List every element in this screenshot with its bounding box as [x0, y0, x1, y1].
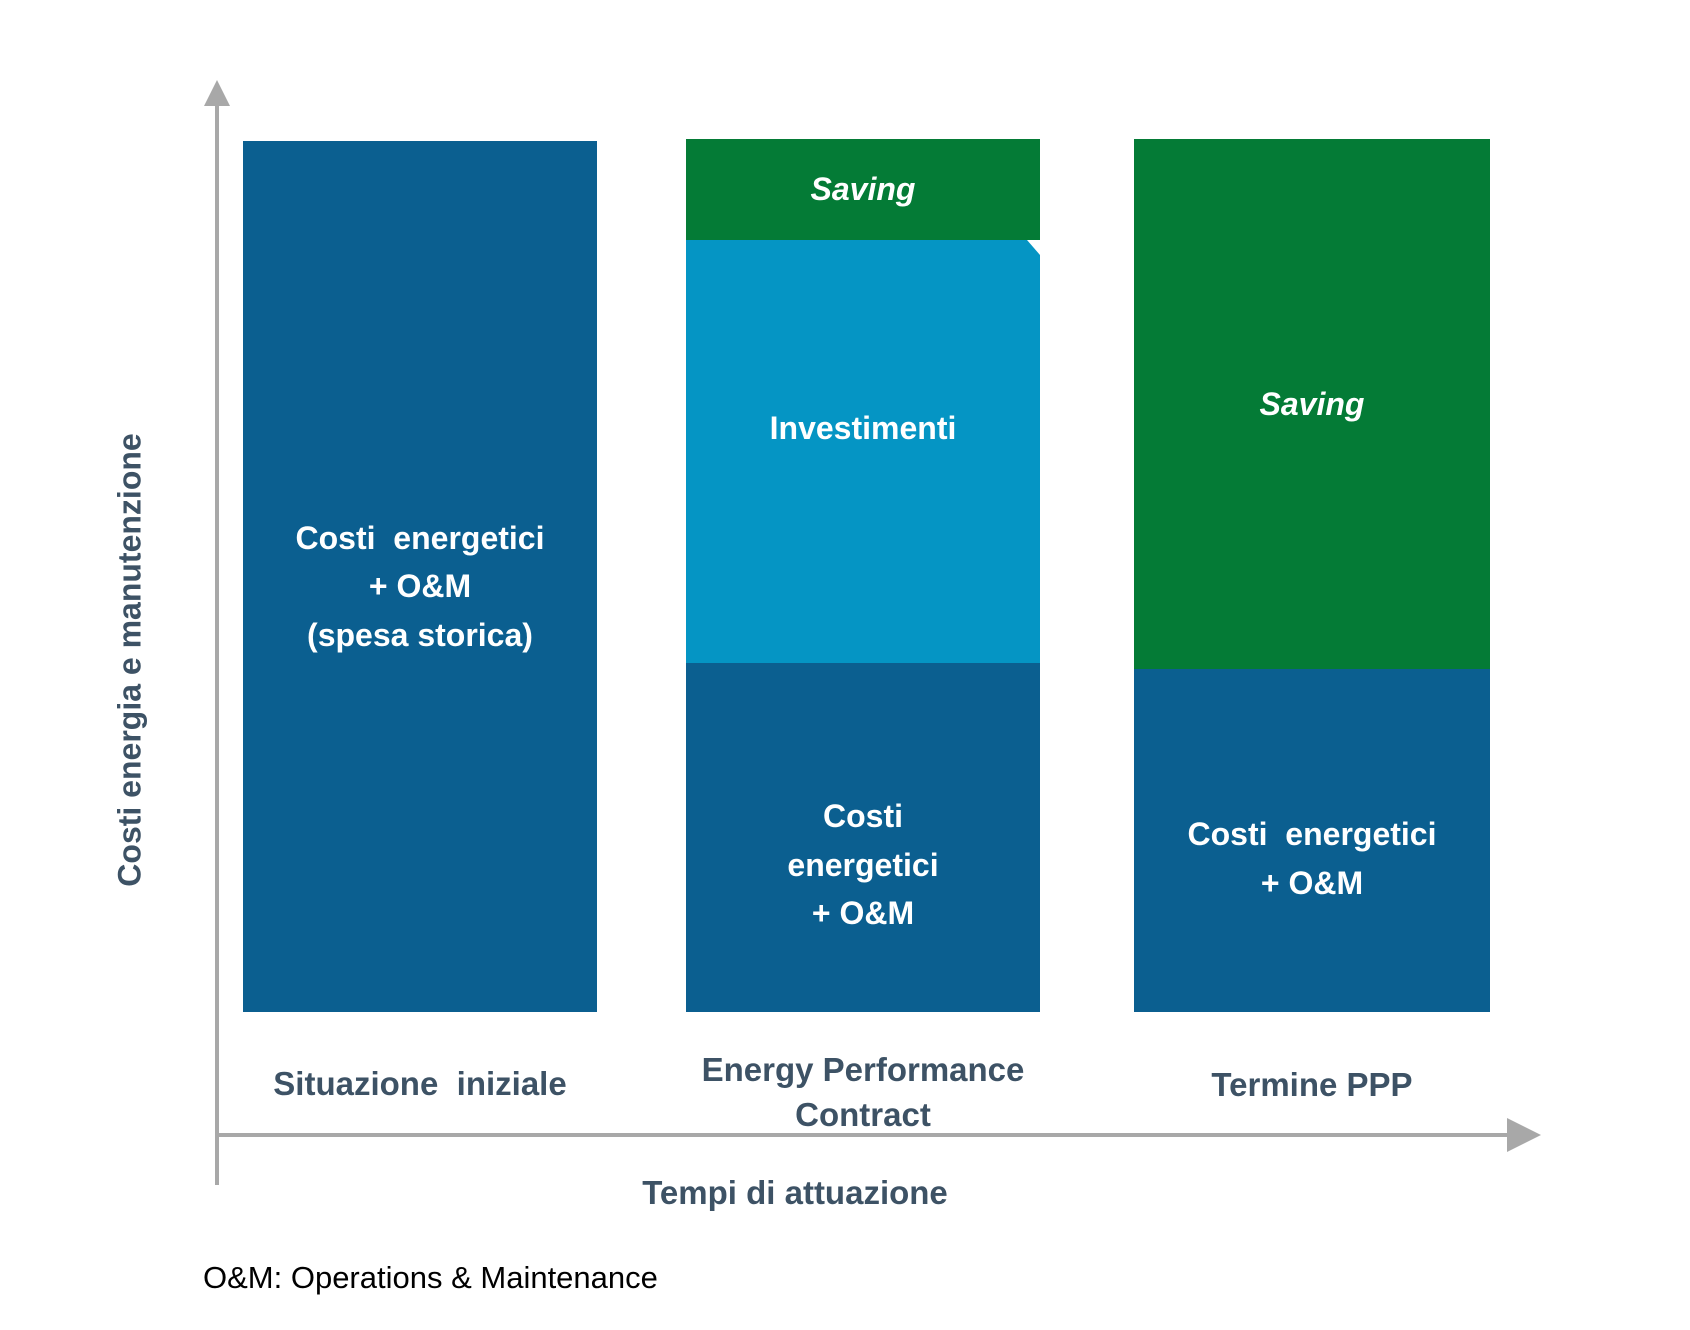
category-label-energy-performance-contract: Energy Performance Contract	[701, 1051, 1025, 1133]
x-axis-line	[215, 1133, 1508, 1137]
segment-label: Saving	[1259, 385, 1365, 422]
corner-notch	[1027, 240, 1040, 255]
category-label-situazione-iniziale: Situazione iniziale	[273, 1065, 567, 1102]
category-label-termine-ppp: Termine PPP	[1211, 1066, 1413, 1103]
y-axis-line	[215, 103, 219, 1185]
segment-label: Costi energetici + O&M	[1187, 816, 1437, 901]
y-axis-arrow-icon	[204, 80, 230, 106]
x-axis-arrow-icon	[1507, 1118, 1541, 1152]
segment-costi-energetici-om: Costi energetici + O&M	[686, 663, 1040, 1012]
segment-investimenti: Investimenti	[686, 240, 1040, 663]
segment-costi-energetici-om-spesa-storica: Costi energetici + O&M (spesa storica)	[243, 141, 597, 1012]
segment-saving: Saving	[686, 139, 1040, 240]
segment-label: Costi energetici + O&M (spesa storica)	[295, 519, 545, 653]
bar-situazione-iniziale: Costi energetici + O&M (spesa storica)	[243, 141, 597, 1012]
segment-saving: Saving	[1134, 139, 1490, 669]
segment-costi-energetici-om: Costi energetici + O&M	[1134, 669, 1490, 1012]
segment-label: Saving	[810, 171, 916, 208]
segment-label: Investimenti	[769, 409, 957, 446]
x-axis-title: Tempi di attuazione	[642, 1174, 948, 1211]
y-axis-title: Costi energia e manutenzione	[111, 433, 148, 887]
footnote: O&M: Operations & Maintenance	[203, 1260, 658, 1295]
segment-label: Costi energetici + O&M	[787, 798, 939, 932]
bar-energy-performance-contract: Saving Investimenti Costi energetici + O…	[686, 139, 1040, 1012]
bar-termine-ppp: Saving Costi energetici + O&M	[1134, 139, 1490, 1012]
